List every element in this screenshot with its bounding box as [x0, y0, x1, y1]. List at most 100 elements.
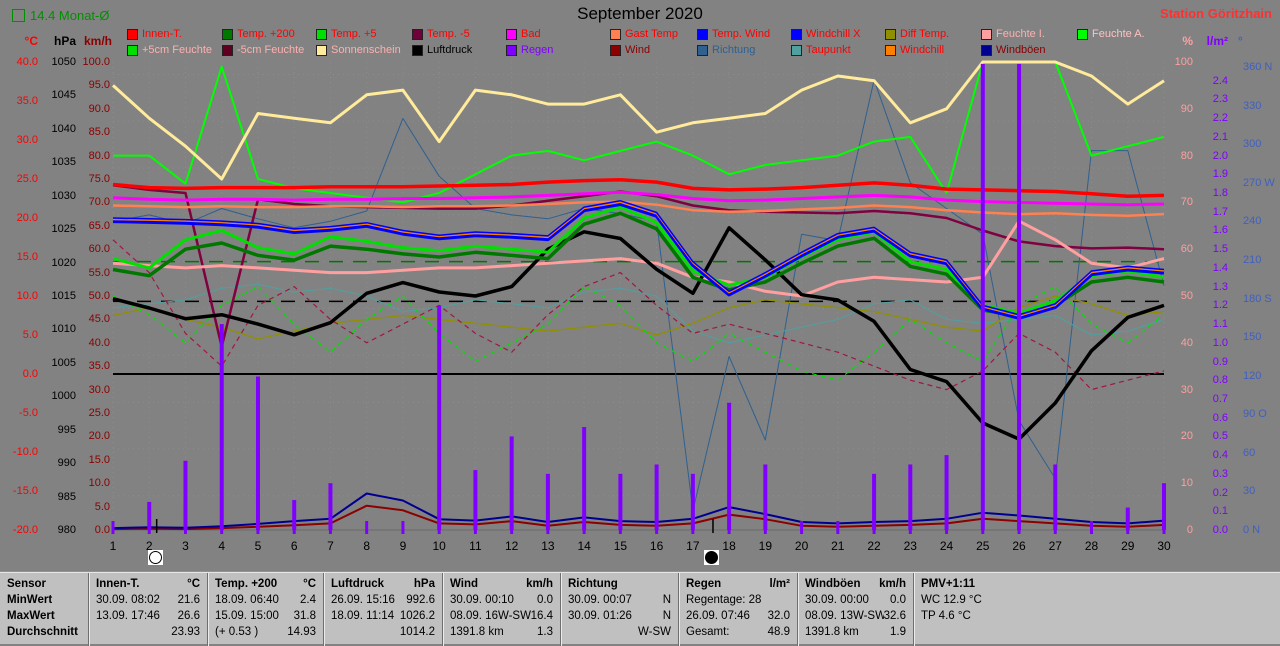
table-cell-row: W-SW: [568, 626, 671, 641]
y-axis-label-lm2: 0.1: [1212, 505, 1228, 518]
x-axis-day-label: 4: [218, 539, 226, 553]
x-axis-day-label: 24: [939, 539, 954, 553]
series-innen_t: [112, 178, 1165, 198]
legend-swatch-icon: [981, 28, 992, 40]
table-cell-right: 48.9: [767, 626, 790, 638]
table-column-header: PMV+1:11: [921, 578, 1273, 593]
legend-item-richtung[interactable]: Richtung: [697, 44, 755, 56]
y-axis-label-lm2: 1.0: [1212, 336, 1228, 349]
x-axis-day-label: 1: [109, 539, 117, 553]
legend-item-bad[interactable]: Bad: [506, 28, 541, 40]
y-axis-label-direction: 90 O: [1243, 408, 1267, 421]
y-axis-label-lm2: 2.2: [1212, 112, 1228, 125]
table-column-header: Wind km/h: [450, 578, 553, 593]
legend-item-windb-en[interactable]: Windböen: [981, 44, 1046, 56]
rain-bar: [545, 473, 550, 530]
legend-item-windchill[interactable]: Windchill: [885, 44, 944, 56]
rain-bar: [727, 402, 732, 530]
legend-swatch-icon: [222, 28, 233, 40]
x-axis-day-label: 2: [145, 539, 153, 553]
legend-label: Diff Temp.: [900, 28, 950, 40]
legend-item-temp-+5[interactable]: Temp. +5: [316, 28, 377, 40]
y-axis-label-lm2: 2.0: [1212, 149, 1228, 162]
legend-item-temp-+200[interactable]: Temp. +200: [222, 28, 295, 40]
legend-swatch-icon: [316, 44, 327, 56]
table-cell-left: 18.09. 11:14: [331, 610, 395, 622]
legend-item-wind[interactable]: Wind: [610, 44, 650, 56]
y-axis-label-hpa: 1035: [51, 156, 76, 169]
y-axis-label-hpa: 1000: [51, 390, 76, 403]
legend-item-regen[interactable]: Regen: [506, 44, 553, 56]
table-cell-right: 31.8: [293, 610, 316, 622]
y-axis-label-direction: 210: [1243, 253, 1262, 266]
legend-item-gast-temp[interactable]: Gast Temp: [610, 28, 678, 40]
legend-label: Temp. Wind: [712, 28, 771, 40]
axis-header-°: °: [1238, 34, 1243, 48]
table-cell-right: 21.6: [177, 594, 200, 606]
table-cell-left: 18.09. 06:40: [215, 594, 279, 606]
legend-label: Innen-T.: [142, 28, 182, 40]
legend-item-feuchte-i-[interactable]: Feuchte I.: [981, 28, 1045, 40]
axis-header-hPa: hPa: [53, 34, 76, 48]
legend-item-temp-5[interactable]: Temp. -5: [412, 28, 470, 40]
y-axis-label-hpa: 1030: [51, 189, 76, 202]
y-axis-label-percent: 90: [1180, 102, 1193, 115]
table-column-name: Innen-T.: [96, 578, 140, 590]
y-axis-label-celsius: 40.0: [16, 56, 38, 68]
legend-item-windchill-x[interactable]: Windchill X: [791, 28, 860, 40]
series-windchill: [112, 201, 1165, 317]
y-axis-label-kmh: 55.0: [88, 266, 110, 279]
legend-label: Richtung: [712, 44, 756, 56]
table-column-name: Windböen: [805, 578, 861, 590]
rain-bar: [1125, 507, 1130, 530]
x-axis-day-label: 11: [469, 539, 482, 553]
new-moon-icon: [703, 550, 719, 565]
y-axis-label-hpa: 1050: [51, 56, 76, 68]
legend-label: Luftdruck: [427, 44, 473, 56]
x-axis-day-label: 6: [290, 539, 298, 553]
y-axis-label-direction: 30: [1243, 485, 1256, 498]
rain-bar: [509, 436, 514, 530]
table-column-regen: Regen l/m² Regentage: 28 26.09. 07:46 32.0 Ge…: [678, 573, 797, 646]
table-column-header: Temp. +200 °C: [215, 578, 316, 593]
table-cell-right: 32.0: [767, 610, 790, 622]
x-axis-day-label: 5: [254, 539, 262, 553]
statistics-table: Sensor MinWert MaxWert Durchschnitt Innen-T.…: [0, 571, 1280, 646]
series-feuchte_m5: [112, 239, 1165, 391]
y-axis-label-percent: 0: [1186, 524, 1193, 536]
table-cell-left: 26.09. 15:16: [331, 594, 395, 606]
y-axis-label-direction: 150: [1243, 331, 1262, 344]
legend-item-innen-t-[interactable]: Innen-T.: [127, 28, 182, 40]
rain-bar: [582, 427, 587, 530]
monthly-average-checkbox[interactable]: 14.4 Monat-Ø: [12, 8, 110, 23]
table-cell-right: 1026.2: [399, 610, 435, 622]
y-axis-label-celsius: 0.0: [22, 368, 38, 380]
station-name: Station Göritzhain: [1160, 6, 1272, 21]
legend-item-sonnenschein[interactable]: Sonnenschein: [316, 44, 401, 56]
legend-item-feuchte-a-[interactable]: Feuchte A.: [1077, 28, 1145, 40]
monthly-average-label: 14.4 Monat-Ø: [30, 8, 110, 23]
table-column-windb-en: Windböen km/h 30.09. 00:00 0.0 08.09. 13W-SW…: [797, 573, 913, 646]
table-column-header: Regen l/m²: [686, 578, 790, 593]
legend-item-+5cm-feuchte[interactable]: +5cm Feuchte: [127, 44, 212, 56]
table-column-temp-+200: Temp. +200 °C 18.09. 06:40 2.4 15.09. 15:00 3…: [207, 573, 323, 646]
legend-item--5cm-feuchte[interactable]: -5cm Feuchte: [222, 44, 304, 56]
legend-label: Taupunkt: [806, 44, 851, 56]
legend-label: Windchill X: [806, 28, 861, 40]
table-cell-right: N: [662, 594, 671, 606]
rain-bars: [147, 63, 1167, 530]
y-axis-label-hpa: 1015: [51, 289, 76, 302]
y-axis-label-kmh: 65.0: [88, 219, 110, 232]
y-axis-label-lm2: 2.4: [1212, 74, 1228, 87]
legend-item-taupunkt[interactable]: Taupunkt: [791, 44, 851, 56]
checkbox-icon[interactable]: [12, 9, 25, 22]
table-cell-right: 1014.2: [399, 626, 435, 638]
x-axis-day-label: 21: [831, 539, 845, 553]
y-axis-label-lm2: 0.2: [1212, 486, 1228, 499]
legend-item-temp-wind[interactable]: Temp. Wind: [697, 28, 770, 40]
table-column-unit: km/h: [526, 578, 553, 590]
legend-item-luftdruck[interactable]: Luftdruck: [412, 44, 472, 56]
table-cell-right: 2.4: [300, 594, 316, 606]
legend-item-diff-temp-[interactable]: Diff Temp.: [885, 28, 949, 40]
legend-swatch-icon: [412, 44, 423, 56]
